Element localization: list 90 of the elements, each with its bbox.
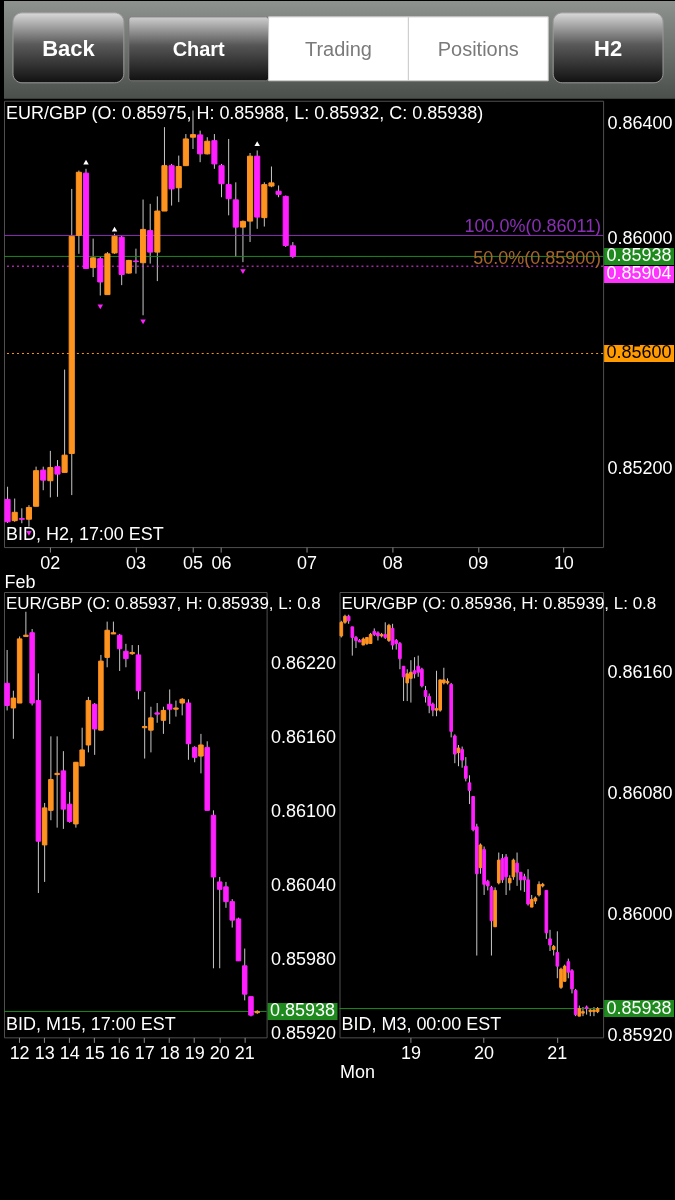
chart-title: EUR/GBP (O: 0.85975, H: 0.85988, L: 0.85932, C: 0.85938) bbox=[5, 102, 484, 123]
x-tick-label: 03 bbox=[125, 552, 146, 573]
candlestick bbox=[123, 643, 129, 668]
candlestick bbox=[40, 466, 47, 491]
candlestick bbox=[225, 138, 232, 216]
x-tick-label: 08 bbox=[382, 552, 403, 573]
candlestick bbox=[47, 450, 54, 498]
ref-line-label: 0.85938 bbox=[606, 997, 672, 1018]
text: H2 bbox=[594, 35, 623, 61]
candlestick bbox=[197, 130, 204, 163]
y-tick-label: 0.85920 bbox=[271, 1023, 337, 1044]
x-tick-label: 02 bbox=[40, 552, 61, 573]
y-tick-label: 0.85980 bbox=[271, 949, 337, 970]
candlestick bbox=[54, 735, 60, 829]
candlestick bbox=[218, 163, 225, 198]
x-tick-label: 21 bbox=[234, 1042, 255, 1063]
x-tick-label: 19 bbox=[400, 1042, 421, 1063]
y-tick-label: 0.86040 bbox=[271, 875, 337, 896]
candlestick bbox=[160, 706, 167, 735]
text: Positions bbox=[437, 37, 519, 60]
ref-line-label: 0.85904 bbox=[606, 263, 672, 284]
candlestick bbox=[154, 702, 160, 724]
candlestick bbox=[456, 744, 461, 767]
x-tick-label: 14 bbox=[59, 1042, 80, 1063]
candlestick bbox=[97, 256, 104, 296]
x-tick-label: 17 bbox=[134, 1042, 155, 1063]
chart-title: EUR/GBP (O: 0.85937, H: 0.85939, L: 0.8 bbox=[5, 593, 321, 613]
candlestick bbox=[350, 626, 355, 657]
ref-line-label: 0.85600 bbox=[606, 342, 672, 363]
x-axis-title: Feb bbox=[4, 571, 36, 592]
point bbox=[240, 269, 246, 274]
x-tick-label: 20 bbox=[209, 1042, 230, 1063]
candlestick bbox=[175, 155, 182, 203]
candlestick bbox=[504, 853, 508, 896]
y-tick-label: 0.86000 bbox=[607, 904, 673, 925]
x-tick-label: 09 bbox=[468, 552, 489, 573]
annotation: BID, M15, 17:00 EST bbox=[5, 1014, 176, 1035]
candlestick bbox=[409, 659, 413, 704]
y-tick-label: 0.86160 bbox=[271, 727, 337, 748]
candlestick bbox=[147, 203, 154, 265]
x-tick-label: 05 bbox=[183, 552, 203, 573]
x-tick-label: 10 bbox=[553, 552, 574, 573]
ref-line-label: 0.85938 bbox=[270, 1000, 336, 1021]
candlestick bbox=[166, 688, 173, 725]
candlestick bbox=[90, 238, 97, 278]
x-tick-label: 18 bbox=[159, 1042, 180, 1063]
text: Trading bbox=[305, 37, 372, 60]
candlestick bbox=[4, 486, 11, 524]
candlestick bbox=[54, 459, 61, 498]
candlestick bbox=[132, 248, 140, 275]
y-tick-label: 0.85920 bbox=[607, 1025, 673, 1046]
x-tick-label: 19 bbox=[184, 1042, 205, 1063]
candlestick bbox=[116, 633, 123, 672]
text: Back bbox=[42, 35, 96, 61]
annotation: BID, H2, 17:00 EST bbox=[5, 524, 164, 545]
x-tick-label: 13 bbox=[34, 1042, 55, 1063]
x-tick-label: 06 bbox=[211, 552, 232, 573]
y-tick-label: 0.85200 bbox=[607, 457, 673, 478]
candlestick bbox=[592, 1006, 596, 1017]
ref-line-label: 0.85938 bbox=[606, 245, 672, 266]
candlestick bbox=[581, 1006, 585, 1017]
candlestick bbox=[189, 110, 197, 150]
chart-title: EUR/GBP (O: 0.85936, H: 0.85939, L: 0.8 bbox=[341, 593, 657, 613]
x-tick-label: 21 bbox=[547, 1042, 568, 1063]
y-tick-label: 0.86100 bbox=[271, 801, 337, 822]
y-tick-label: 0.86400 bbox=[607, 113, 673, 134]
point bbox=[254, 141, 260, 146]
candlestick bbox=[4, 649, 10, 711]
candlestick bbox=[168, 163, 175, 207]
candlestick bbox=[23, 611, 29, 637]
y-tick-label: 0.86220 bbox=[271, 653, 337, 674]
x-tick-label: 12 bbox=[9, 1042, 30, 1063]
candlestick bbox=[173, 700, 179, 718]
annotation: BID, M3, 00:00 EST bbox=[341, 1014, 502, 1035]
y-tick-label: 0.86160 bbox=[607, 661, 673, 682]
x-tick-label: 07 bbox=[297, 552, 318, 573]
x-tick-label: 15 bbox=[84, 1042, 105, 1063]
candlestick bbox=[11, 498, 18, 523]
x-axis-title: Mon bbox=[340, 1061, 375, 1082]
point bbox=[83, 159, 89, 165]
y-tick-label: 0.86080 bbox=[607, 782, 673, 803]
annotation: 100.0%(0.86011) bbox=[464, 216, 602, 237]
text: Chart bbox=[172, 37, 226, 60]
x-tick-label: 16 bbox=[109, 1042, 130, 1063]
candlestick bbox=[61, 369, 68, 473]
candlestick bbox=[211, 133, 218, 170]
candlestick bbox=[25, 504, 33, 528]
candlestick bbox=[198, 733, 204, 774]
candlestick bbox=[515, 852, 519, 887]
x-tick-label: 20 bbox=[474, 1042, 495, 1063]
